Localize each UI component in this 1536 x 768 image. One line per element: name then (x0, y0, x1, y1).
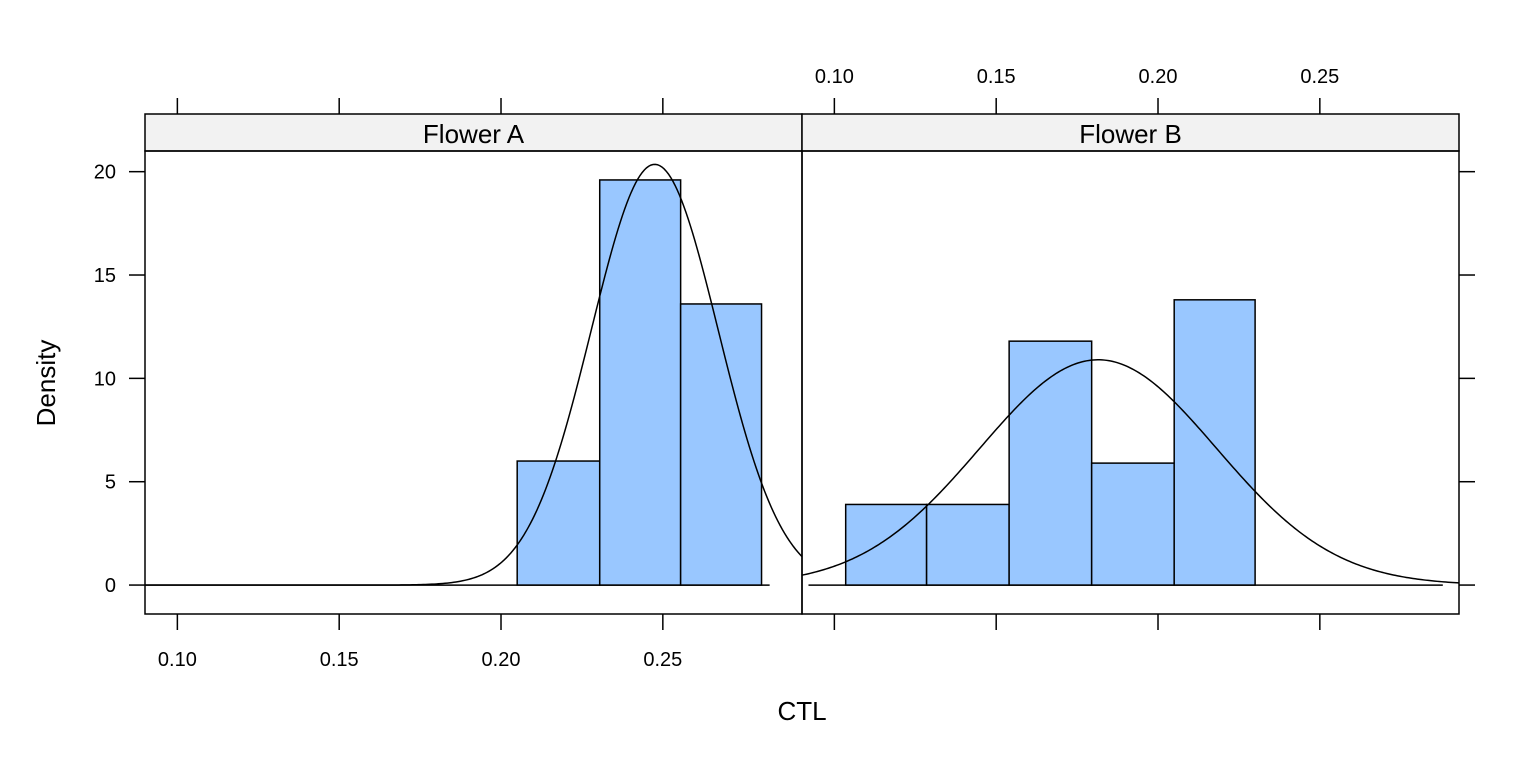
histogram-bar (925, 503, 1010, 586)
x-tick-label: 0.25 (643, 649, 682, 671)
x-tick-label: 0.15 (320, 649, 359, 671)
x-tick-label: 0.15 (977, 66, 1016, 88)
x-tick-label: 0.25 (1300, 66, 1339, 88)
histogram-bar (516, 460, 601, 586)
y-tick-label: 20 (94, 162, 116, 184)
x-tick-label: 0.20 (1139, 66, 1178, 88)
histogram-bar (598, 179, 682, 586)
density-curve (802, 359, 1459, 584)
histogram-bar (1173, 299, 1256, 586)
panel-frame (801, 150, 1460, 615)
panel-content (802, 299, 1459, 586)
strip-background (801, 113, 1460, 152)
y-axis-label: Density (31, 340, 61, 427)
y-tick-label: 5 (105, 472, 116, 494)
strip-background (144, 113, 803, 152)
y-tick-label: 10 (94, 368, 116, 390)
x-tick-label: 0.10 (158, 649, 197, 671)
axis-ticks: 0.10 0.10 0.15 0.15 0.20 0.20 0.25 0.25 0 5 10 15 20 (94, 66, 1475, 671)
x-axis-label: CTL (777, 696, 826, 726)
panel-content (145, 163, 802, 586)
panels: Flower A Flower B (144, 113, 1460, 615)
x-tick-label: 0.10 (815, 66, 854, 88)
histogram-bar (1090, 462, 1175, 586)
x-tick-label: 0.20 (482, 649, 521, 671)
panel-1: Flower A (144, 113, 803, 615)
panel-2: Flower B (801, 113, 1460, 615)
strip-label: Flower A (423, 119, 525, 149)
strip-label: Flower B (1079, 119, 1182, 149)
histogram-bar (1008, 340, 1093, 586)
density-curve (145, 163, 802, 586)
y-tick-label: 15 (94, 265, 116, 287)
y-tick-label: 0 (105, 575, 116, 597)
